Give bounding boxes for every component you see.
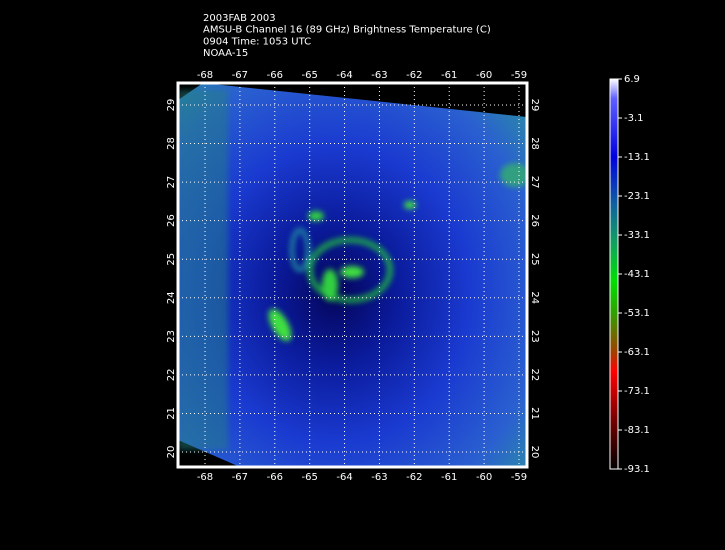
colorbar-label: -73.1 — [624, 386, 650, 397]
colorbar-label: -33.1 — [624, 230, 650, 241]
lat-label: 21 — [166, 407, 177, 420]
colorbar-label: -3.1 — [624, 113, 644, 124]
title-line: NOAA-15 — [203, 48, 248, 59]
lon-label: -67 — [232, 70, 248, 81]
lat-label: 28 — [529, 137, 540, 150]
lat-label: 26 — [166, 214, 177, 227]
lon-label: -63 — [371, 70, 387, 81]
lat-label: 29 — [166, 99, 177, 112]
lat-label: 21 — [529, 407, 540, 420]
colorbar — [609, 78, 619, 470]
lat-label: 20 — [529, 446, 540, 459]
lat-label: 25 — [529, 253, 540, 266]
lat-label: 24 — [166, 291, 177, 304]
lat-label: 27 — [166, 176, 177, 189]
lat-label: 23 — [529, 330, 540, 343]
lon-label: -61 — [441, 472, 457, 483]
lon-label: -64 — [336, 70, 352, 81]
colorbar-label: -93.1 — [624, 464, 650, 475]
lat-label: 28 — [166, 137, 177, 150]
swath — [178, 83, 527, 467]
lat-label: 23 — [166, 330, 177, 343]
lon-label: -62 — [406, 472, 422, 483]
title-line: AMSU-B Channel 16 (89 GHz) Brightness Te… — [203, 25, 491, 36]
lat-label: 26 — [529, 214, 540, 227]
lon-label: -61 — [441, 70, 457, 81]
lon-label: -64 — [336, 472, 352, 483]
lon-label: -60 — [476, 70, 492, 81]
lon-label: -66 — [267, 472, 283, 483]
lat-label: 22 — [166, 369, 177, 382]
lon-label: -62 — [406, 70, 422, 81]
lat-label: 25 — [166, 253, 177, 266]
map-frame — [176, 81, 529, 469]
lat-label: 24 — [529, 291, 540, 304]
colorbar-label: -83.1 — [624, 425, 650, 436]
lon-label: -63 — [371, 472, 387, 483]
title-line: 2003FAB 2003 — [203, 13, 276, 24]
colorbar-label: 6.9 — [624, 74, 640, 85]
lat-label: 20 — [166, 446, 177, 459]
lat-label: 29 — [529, 99, 540, 112]
colorbar-label: -63.1 — [624, 347, 650, 358]
colorbar-label: -23.1 — [624, 191, 650, 202]
lon-label: -59 — [511, 70, 527, 81]
lon-label: -59 — [511, 472, 527, 483]
lat-label: 27 — [529, 176, 540, 189]
lon-label: -67 — [232, 472, 248, 483]
colorbar-label: -13.1 — [624, 152, 650, 163]
lat-label: 22 — [529, 369, 540, 382]
lon-label: -60 — [476, 472, 492, 483]
colorbar-label: -43.1 — [624, 269, 650, 280]
lon-label: -68 — [197, 472, 213, 483]
lon-label: -68 — [197, 70, 213, 81]
lon-label: -65 — [301, 472, 317, 483]
title-line: 0904 Time: 1053 UTC — [203, 36, 311, 47]
colorbar-label: -53.1 — [624, 308, 650, 319]
lon-label: -66 — [267, 70, 283, 81]
lon-label: -65 — [301, 70, 317, 81]
